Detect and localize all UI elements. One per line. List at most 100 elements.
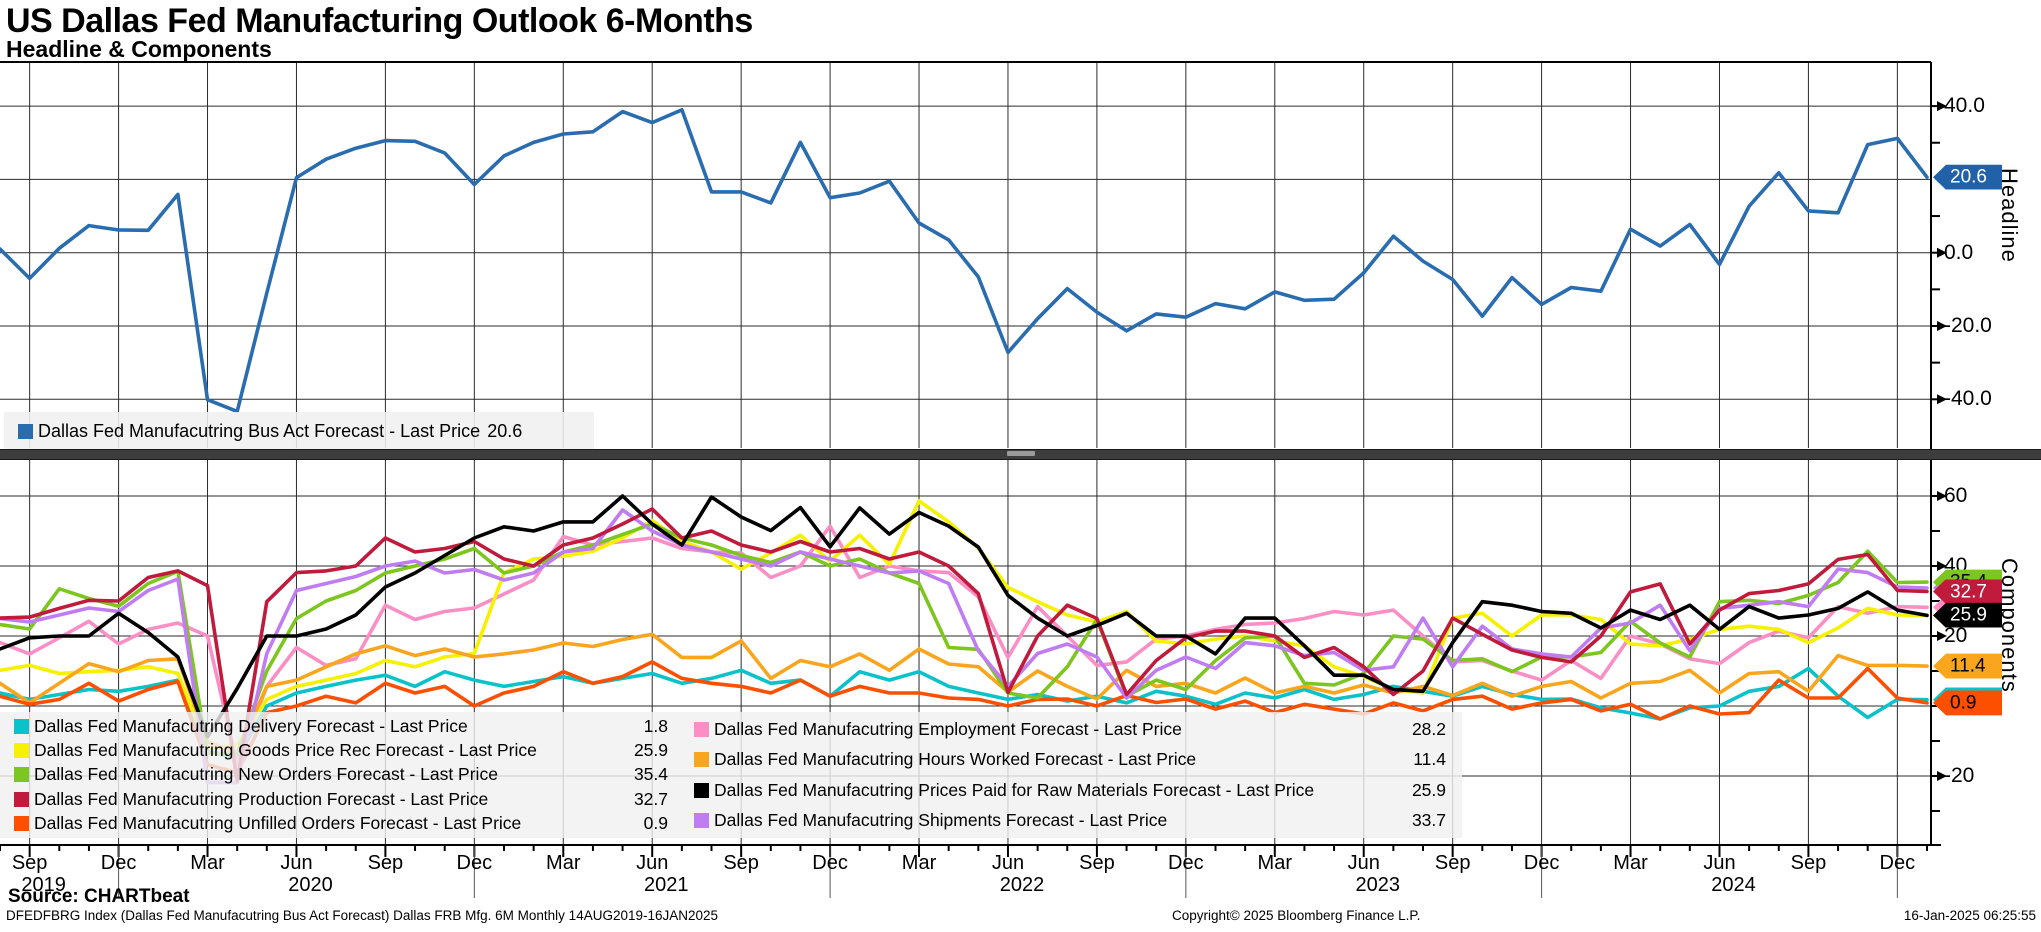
- y-tick-arrow: [1937, 771, 1947, 781]
- x-month-label: Jun: [991, 852, 1025, 874]
- legend-value-employment: 28.2: [1411, 718, 1446, 739]
- legend-value-new-orders: 35.4: [633, 764, 668, 785]
- x-month-label: Dec: [456, 852, 493, 874]
- x-month-label: Jun: [280, 852, 313, 874]
- series-line-unfilled-orders: [0, 660, 1929, 775]
- legend-item-employment[interactable]: Dallas Fed Manufacutring Employment Fore…: [680, 717, 1462, 741]
- x-month-label: Dec: [1879, 852, 1916, 874]
- x-month-label: Sep: [367, 852, 404, 874]
- price-badge-hours-worked: 11.4: [1933, 653, 2002, 679]
- price-badge-production: 32.7: [1933, 579, 2002, 605]
- y-tick-label: 20: [1944, 624, 1968, 647]
- x-month-label: Dec: [100, 852, 137, 874]
- legend-value-goods-price: 25.9: [633, 740, 668, 761]
- x-month-label: Mar: [190, 852, 225, 874]
- x-month-label: Jun: [636, 852, 669, 874]
- series-line-hours-worked: [0, 632, 1929, 756]
- legend-item-shipments[interactable]: Dallas Fed Manufacutring Shipments Forec…: [680, 809, 1462, 833]
- y-tick-label: -20: [1944, 764, 1975, 787]
- x-year-label: 2022: [999, 874, 1045, 896]
- x-month-label: Dec: [812, 852, 848, 874]
- legend-swatch-unfilled-orders: [14, 816, 29, 832]
- legend-value-hours-worked: 11.4: [1413, 749, 1446, 770]
- y-tick-arrow: [1937, 631, 1947, 641]
- panel-resize-grip[interactable]: [1007, 451, 1035, 456]
- legend-label-hours-worked: Dallas Fed Manufacutring Hours Worked Fo…: [714, 749, 1197, 770]
- legend-label-employment: Dallas Fed Manufacutring Employment Fore…: [714, 718, 1182, 739]
- source-note: Source: CHARTbeat: [8, 886, 190, 907]
- panel-headline: [0, 62, 1931, 448]
- index-disclaimer: DFEDFBRG Index (Dallas Fed Manufacutring…: [6, 908, 719, 923]
- x-year-label: 2023: [1355, 874, 1400, 896]
- y-tick-label: 40.0: [1944, 94, 1985, 118]
- legend-swatch-hours-worked: [694, 752, 709, 768]
- legend-label-delivery: Dallas Fed Manufacutring Delivery Foreca…: [34, 715, 468, 736]
- series-line-employment: [0, 524, 1929, 767]
- legend-value-shipments: 33.7: [1411, 810, 1446, 831]
- timestamp: 16-Jan-2025 06:25:55: [1903, 908, 2036, 923]
- page-title: US Dallas Fed Manufacturing Outlook 6-Mo…: [6, 2, 753, 40]
- legend-swatch-employment: [694, 721, 709, 737]
- x-month-label: Sep: [1079, 852, 1115, 874]
- legend-label-prices-paid: Dallas Fed Manufacutring Prices Paid for…: [714, 779, 1315, 800]
- x-month-label: Mar: [1613, 852, 1648, 874]
- legend-item-unfilled-orders[interactable]: Dallas Fed Manufacutring Unfilled Orders…: [0, 812, 680, 836]
- y-tick-label: -40.0: [1944, 387, 1992, 411]
- x-month-label: Dec: [1523, 852, 1560, 874]
- legend-item-delivery[interactable]: Dallas Fed Manufacutring Delivery Foreca…: [0, 714, 680, 738]
- x-month-label: Sep: [723, 852, 759, 874]
- x-month-label: Jun: [1347, 852, 1380, 874]
- x-month-label: Dec: [1168, 852, 1204, 874]
- price-badge-bus-act: 20.6: [1933, 164, 2002, 190]
- x-month-label: Sep: [11, 852, 48, 874]
- y-tick-arrow: [1937, 101, 1947, 112]
- series-line-prices-paid: [0, 494, 1929, 739]
- legend-swatch-shipments: [694, 813, 709, 829]
- legend-value-unfilled-orders: 0.9: [643, 813, 668, 834]
- legend-value-bus-act: 20.6: [487, 420, 523, 441]
- legend-item-hours-worked[interactable]: Dallas Fed Manufacutring Hours Worked Fo…: [680, 748, 1462, 772]
- x-year-label: 2024: [1711, 874, 1756, 896]
- y-tick-arrow: [1937, 394, 1947, 405]
- y-tick-arrow: [1937, 321, 1947, 331]
- legend-label-production: Dallas Fed Manufacutring Production Fore…: [34, 788, 489, 809]
- legend-label-bus-act: Dallas Fed Manufacutring Bus Act Forecas…: [38, 420, 481, 441]
- y-tick-arrow: [1937, 247, 1947, 258]
- series-line-new-orders: [0, 522, 1929, 756]
- legend-label-shipments: Dallas Fed Manufacutring Shipments Forec…: [714, 810, 1168, 831]
- legend-swatch-bus-act: [18, 423, 33, 439]
- x-year-label: 2019: [21, 874, 66, 896]
- legend-components: Dallas Fed Manufacutring Delivery Foreca…: [0, 712, 1462, 838]
- legend-item-goods-price[interactable]: Dallas Fed Manufacutring Goods Price Rec…: [0, 739, 680, 763]
- legend-swatch-new-orders: [14, 767, 29, 783]
- legend-column-right: Dallas Fed Manufacutring Employment Fore…: [680, 712, 1462, 838]
- x-month-label: Sep: [1434, 852, 1471, 874]
- legend-value-delivery: 1.8: [643, 715, 668, 736]
- copyright-note: Copyright© 2025 Bloomberg Finance L.P.: [1172, 908, 1421, 923]
- legend-swatch-goods-price: [14, 743, 29, 759]
- x-month-label: Jun: [1703, 852, 1736, 874]
- legend-item-new-orders[interactable]: Dallas Fed Manufacutring New Orders Fore…: [0, 763, 680, 787]
- legend-label-unfilled-orders: Dallas Fed Manufacutring Unfilled Orders…: [34, 813, 522, 834]
- x-year-label: 2021: [643, 874, 689, 896]
- x-year-label: 2020: [288, 874, 333, 896]
- page-subtitle: Headline & Components: [6, 36, 272, 62]
- legend-headline[interactable]: Dallas Fed Manufacutring Bus Act Forecas…: [4, 412, 594, 450]
- y-tick-arrow: [1937, 561, 1947, 571]
- legend-item-production[interactable]: Dallas Fed Manufacutring Production Fore…: [0, 787, 680, 811]
- legend-value-production: 32.7: [633, 788, 668, 809]
- y-tick-arrow: [1937, 491, 1947, 501]
- x-month-label: Sep: [1790, 852, 1827, 874]
- x-month-label: Mar: [546, 852, 581, 874]
- legend-item-prices-paid[interactable]: Dallas Fed Manufacutring Prices Paid for…: [680, 778, 1462, 802]
- legend-swatch-delivery: [14, 718, 29, 734]
- series-line-bus-act: [0, 108, 1929, 414]
- series-line-production: [0, 507, 1929, 783]
- y-tick-label: 60: [1944, 484, 1968, 507]
- legend-label-new-orders: Dallas Fed Manufacutring New Orders Fore…: [34, 764, 498, 785]
- legend-column-left: Dallas Fed Manufacutring Delivery Foreca…: [0, 712, 680, 838]
- legend-swatch-prices-paid: [694, 782, 709, 798]
- price-badge-unfilled-orders: 0.9: [1933, 690, 2002, 716]
- y-tick-label: -20.0: [1944, 314, 1992, 337]
